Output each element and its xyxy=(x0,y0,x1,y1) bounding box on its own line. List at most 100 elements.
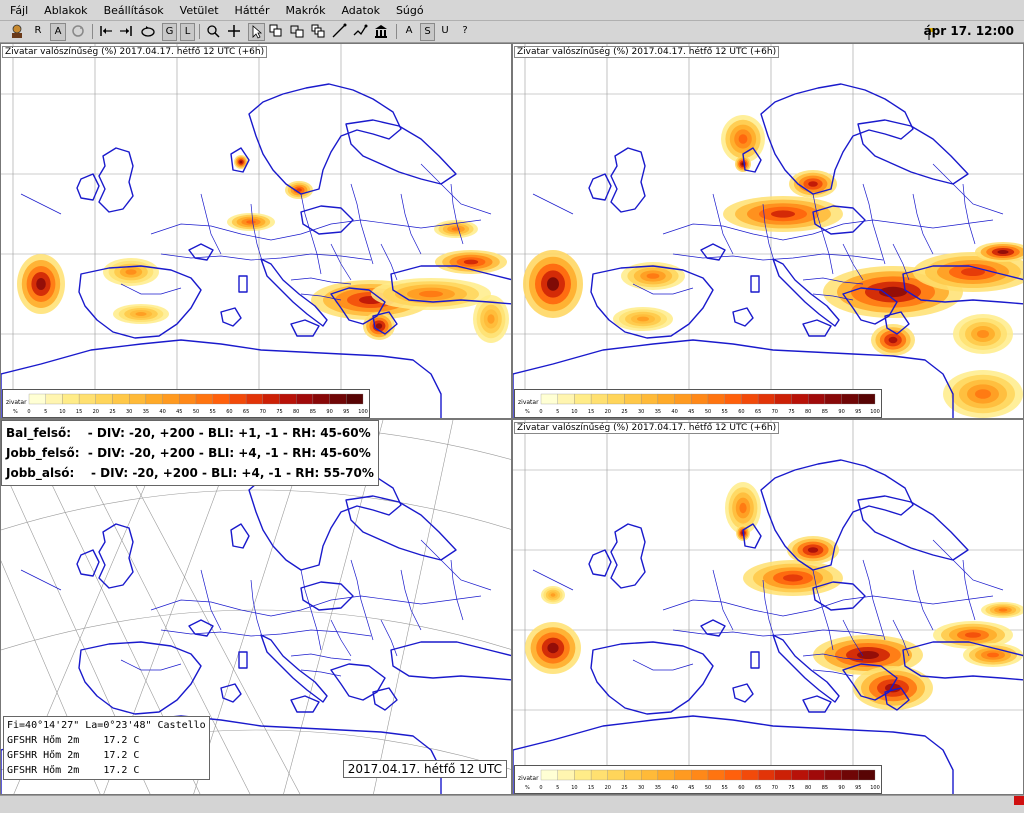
panel-title: Zivatar valószínűség (%) 2017.04.17. hét… xyxy=(514,46,780,58)
borders xyxy=(20,163,492,301)
line-tool-icon[interactable] xyxy=(331,23,347,39)
country-border xyxy=(532,193,574,215)
legend-swatch xyxy=(757,769,775,781)
coastline xyxy=(610,523,646,589)
map-panel-top-left[interactable]: Zivatar valószínűség (%) 2017.04.17. hét… xyxy=(0,43,512,419)
legend-swatch xyxy=(279,393,297,405)
zoom-icon[interactable] xyxy=(205,23,221,39)
legend-name: zivatar xyxy=(518,399,539,406)
coastline xyxy=(590,641,714,715)
a-text-button[interactable]: A xyxy=(405,25,413,36)
menu-projection[interactable]: Vetület xyxy=(179,3,219,17)
parameter-info-box: Bal_felső: - DIV: -20, +200 - BLI: +1, -… xyxy=(1,420,379,486)
s-button[interactable]: S xyxy=(420,23,435,41)
legend-swatch xyxy=(724,769,742,781)
legend-swatch xyxy=(741,393,759,405)
menu-settings[interactable]: Beállítások xyxy=(103,3,164,17)
country-border xyxy=(842,619,864,657)
legend-swatch xyxy=(624,769,642,781)
probability-cell xyxy=(965,632,981,638)
map-panel-top-right[interactable]: Zivatar valószínűség (%) 2017.04.17. hét… xyxy=(512,43,1024,419)
legend-unit: % xyxy=(13,409,18,415)
meridian-line xyxy=(373,420,454,794)
menu-help[interactable]: Súgó xyxy=(395,3,424,17)
legend-swatch xyxy=(540,393,558,405)
coastline xyxy=(290,319,320,337)
country-border xyxy=(150,219,482,241)
coastline xyxy=(330,663,386,701)
legend-tick-label: 45 xyxy=(688,409,694,415)
country-border xyxy=(932,163,1004,215)
temperature-line: GFSHR Hőm 2m 17.2 C xyxy=(7,765,140,776)
coastline xyxy=(742,147,762,173)
u-button[interactable]: U xyxy=(441,25,449,36)
loop-icon[interactable] xyxy=(140,23,156,39)
coastline xyxy=(78,265,202,339)
legend-tick-label: 100 xyxy=(870,785,880,791)
g-button[interactable]: G xyxy=(162,23,177,41)
copy-icon[interactable] xyxy=(268,23,284,39)
crosshair-icon[interactable] xyxy=(226,23,242,39)
legend-swatch xyxy=(691,769,709,781)
menu-background[interactable]: Háttér xyxy=(234,3,270,17)
a-button[interactable]: A xyxy=(50,23,66,41)
thunderstorm-map[interactable] xyxy=(513,420,1024,795)
country-border xyxy=(290,653,352,661)
user-icon[interactable] xyxy=(8,23,26,39)
draw-tool-icon[interactable] xyxy=(352,23,368,39)
step-back-icon[interactable] xyxy=(98,23,114,39)
coastline xyxy=(300,581,354,611)
legend-swatch xyxy=(179,393,197,405)
menu-file[interactable]: Fájl xyxy=(10,3,29,17)
r-button[interactable]: R xyxy=(34,25,42,36)
country-border xyxy=(420,163,492,215)
legend-swatch xyxy=(707,769,725,781)
thunderstorm-map[interactable] xyxy=(1,44,512,419)
legend-tick-label: 95 xyxy=(855,785,861,791)
coastline xyxy=(98,523,134,589)
legend-swatch xyxy=(78,393,96,405)
legend-tick-label: 10 xyxy=(571,409,577,415)
country-border xyxy=(912,569,934,631)
legend-tick-label: 85 xyxy=(310,409,316,415)
thunderstorm-map[interactable] xyxy=(513,44,1024,419)
sync-icon[interactable] xyxy=(70,23,86,39)
legend-tick-label: 95 xyxy=(855,409,861,415)
legend-swatch xyxy=(824,769,842,781)
country-border xyxy=(160,253,372,261)
legend-swatch xyxy=(858,769,876,781)
date-stamp: 2017.04.17. hétfő 12 UTC xyxy=(342,760,507,778)
coastline xyxy=(812,205,866,235)
legend-tick-label: 80 xyxy=(805,409,811,415)
legend-tick-label: 10 xyxy=(571,785,577,791)
country-border xyxy=(300,193,322,275)
country-border xyxy=(330,243,352,281)
menu-macros[interactable]: Makrók xyxy=(285,3,326,17)
coordinate-readout: Fi=40°14'27" La=0°23'48" Castello GFSHR … xyxy=(3,716,210,780)
layers-icon[interactable] xyxy=(310,23,326,39)
legend-unit: % xyxy=(525,785,530,791)
probability-cell xyxy=(550,593,556,597)
l-button[interactable]: L xyxy=(180,23,195,41)
borders xyxy=(532,163,1004,301)
map-panel-bottom-right[interactable]: Zivatar valószínűség (%) 2017.04.17. hét… xyxy=(512,419,1024,795)
legend-tick-label: 0 xyxy=(539,785,542,791)
step-forward-icon[interactable] xyxy=(118,23,134,39)
country-border xyxy=(532,569,574,591)
menu-windows[interactable]: Ablakok xyxy=(44,3,88,17)
map-panel-bottom-left[interactable]: Bal_felső: - DIV: -20, +200 - BLI: +1, -… xyxy=(0,419,512,795)
menu-data[interactable]: Adatok xyxy=(341,3,380,17)
pointer-icon[interactable] xyxy=(248,23,265,41)
paste-icon[interactable] xyxy=(289,23,305,39)
country-border xyxy=(200,569,222,631)
probability-cell xyxy=(857,651,879,659)
probability-cell xyxy=(885,683,901,693)
legend-tick-label: 65 xyxy=(755,409,761,415)
color-legend: zivatar% 0 5 10 15 20 25 30 35 40 45 50 55 60 65 70 75 80… xyxy=(514,389,882,418)
help-button[interactable]: ? xyxy=(462,25,468,36)
flag-icon xyxy=(928,25,934,40)
legend-tick-label: 55 xyxy=(722,409,728,415)
legend-tick-label: 45 xyxy=(688,785,694,791)
country-border xyxy=(962,559,976,621)
building-icon[interactable] xyxy=(373,23,389,39)
